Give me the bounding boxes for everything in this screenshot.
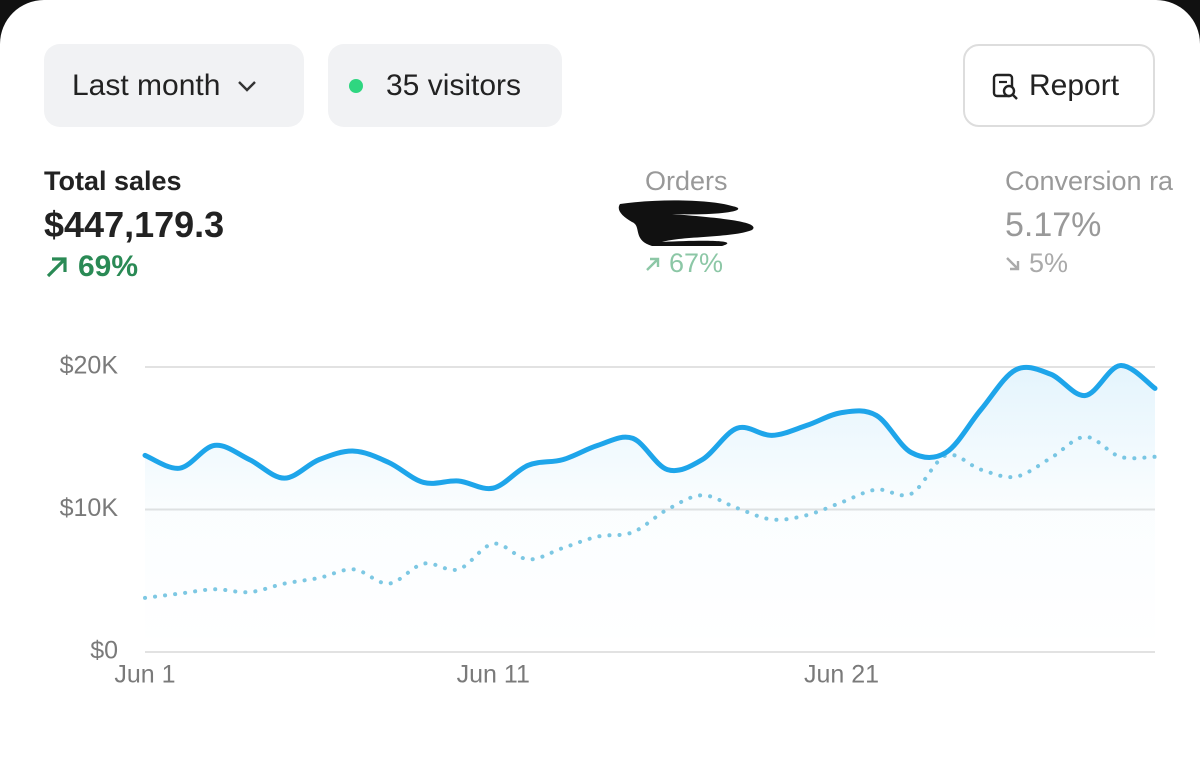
up-arrow bbox=[646, 257, 660, 271]
redaction bbox=[618, 200, 754, 246]
report-label: Report bbox=[1029, 68, 1120, 102]
visitors-chip[interactable]: 35 visitors bbox=[328, 44, 562, 127]
metric-label: Conversion ra bbox=[1005, 166, 1174, 196]
x-tick-label: Jun 11 bbox=[457, 661, 530, 689]
metric-change: 5% bbox=[1005, 248, 1068, 279]
up-arrow bbox=[46, 257, 67, 278]
change-label: 5% bbox=[1029, 248, 1069, 278]
chevron-icon bbox=[238, 80, 257, 92]
metric-value: $447,179.3 bbox=[44, 204, 225, 245]
y-tick-label: $20K bbox=[60, 352, 119, 380]
report-button[interactable]: Report bbox=[963, 44, 1155, 127]
series-area bbox=[145, 365, 1155, 652]
metric-label: Total sales bbox=[44, 166, 182, 196]
metric-label: Orders bbox=[645, 166, 728, 196]
metric-value: 5.17% bbox=[1005, 206, 1102, 244]
live-dot bbox=[349, 78, 363, 93]
x-tick-label: Jun 1 bbox=[114, 661, 175, 689]
series-line bbox=[142, 363, 1158, 492]
change-label: 67% bbox=[669, 248, 724, 278]
y-tick-label: $10K bbox=[60, 494, 119, 522]
metric-change: 69% bbox=[44, 250, 138, 284]
chart: $0 $10K $20K Jun 1 Jun 11 Jun 21 bbox=[60, 352, 1158, 689]
period-label: Last month bbox=[72, 68, 221, 102]
y-tick-label: $0 bbox=[90, 637, 118, 665]
x-tick-label: Jun 21 bbox=[804, 661, 879, 689]
period-dropdown[interactable]: Last month bbox=[44, 44, 304, 127]
visitors-label: 35 visitors bbox=[386, 68, 522, 102]
down-arrow bbox=[1006, 256, 1020, 270]
change-label: 69% bbox=[78, 250, 139, 283]
metric-change: 67% bbox=[645, 248, 723, 279]
report-icon bbox=[992, 73, 1018, 100]
